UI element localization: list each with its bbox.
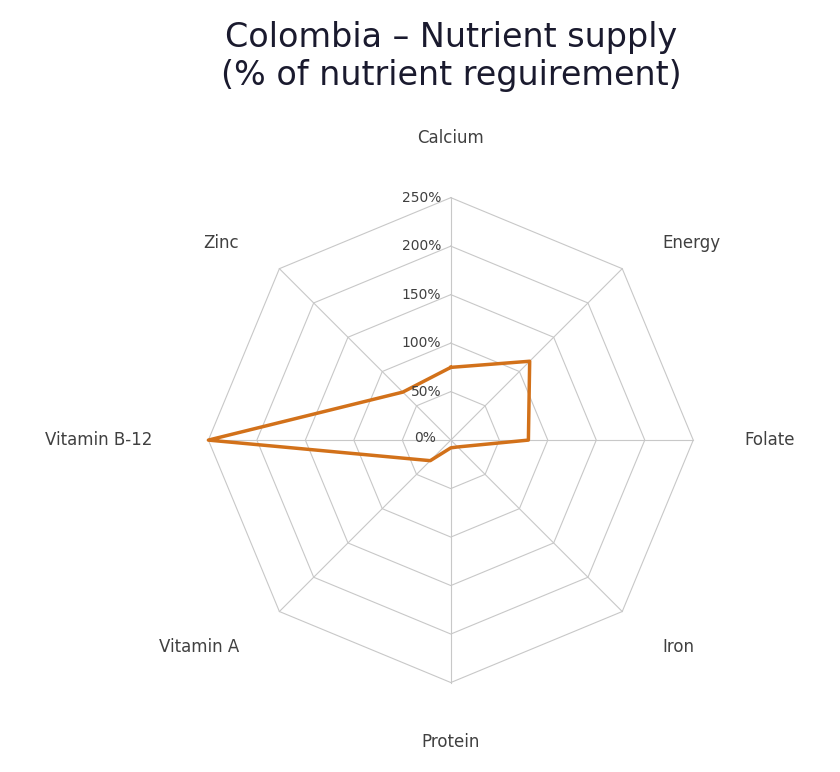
Text: 250%: 250% bbox=[402, 191, 441, 205]
Text: 200%: 200% bbox=[402, 239, 441, 253]
Text: Zinc: Zinc bbox=[203, 234, 239, 252]
Text: Protein: Protein bbox=[422, 733, 480, 751]
Text: 50%: 50% bbox=[411, 384, 441, 398]
Text: Vitamin B-12: Vitamin B-12 bbox=[45, 431, 153, 449]
Text: 150%: 150% bbox=[402, 288, 441, 302]
Text: Vitamin A: Vitamin A bbox=[159, 638, 239, 656]
Text: Folate: Folate bbox=[744, 431, 795, 449]
Text: 100%: 100% bbox=[402, 336, 441, 350]
Text: Energy: Energy bbox=[663, 234, 721, 252]
Title: Colombia – Nutrient supply
(% of nutrient reguirement): Colombia – Nutrient supply (% of nutrien… bbox=[221, 21, 681, 92]
Text: Calcium: Calcium bbox=[417, 129, 484, 147]
Text: 0%: 0% bbox=[414, 431, 436, 445]
Text: Iron: Iron bbox=[663, 638, 695, 656]
